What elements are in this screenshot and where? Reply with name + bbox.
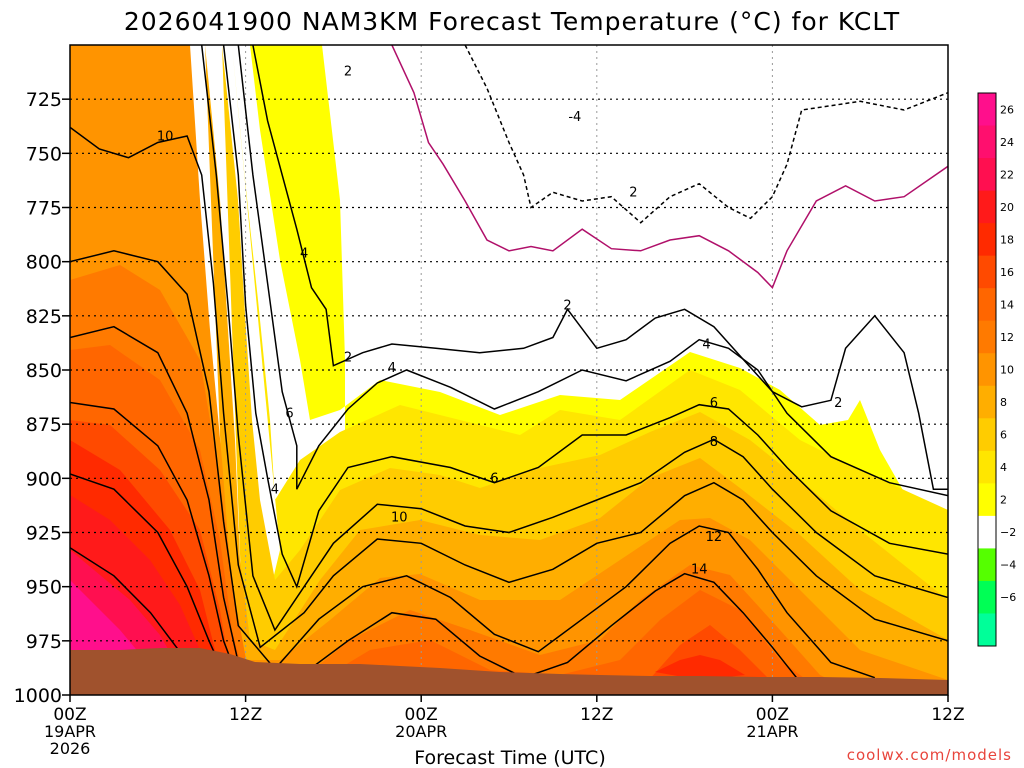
x-tick-label: 00Z (756, 705, 789, 725)
x-axis-label: Forecast Time (UTC) (414, 747, 605, 768)
contour-label: 6 (710, 396, 718, 411)
y-tick-label: 750 (26, 143, 62, 165)
contour-line (464, 45, 948, 224)
y-axis: 725 750 775 800 825 850 875 900 925 950 975 1000 (14, 89, 70, 707)
colorbar-label: 14 (1000, 298, 1014, 311)
contour-label: -4 (568, 110, 581, 125)
x-tick-year: 2026 (50, 739, 91, 758)
x-tick-date: 21APR (746, 722, 798, 741)
colorbar-swatch (978, 223, 996, 257)
y-tick-label: 850 (26, 360, 62, 382)
contour-label: 4 (300, 246, 308, 261)
contour-label: 8 (710, 435, 718, 450)
contour-line (70, 126, 948, 649)
colorbar-swatch (978, 483, 996, 517)
y-tick-label: 950 (26, 577, 62, 599)
colorbar-swatch (978, 515, 996, 549)
contour-line (237, 45, 948, 497)
colorbar-label: 12 (1000, 331, 1014, 344)
colorbar-label: 8 (1000, 396, 1007, 409)
colorbar-swatch (978, 580, 996, 614)
watermark-text: coolwx.com/models (847, 746, 1012, 764)
x-tick-date: 20APR (395, 722, 447, 741)
colorbar-label: 10 (1000, 364, 1014, 377)
y-tick-label: 875 (26, 414, 62, 436)
band-orange-8 (205, 45, 948, 695)
colorbar: 26 24 22 20 18 16 14 12 10 8 6 4 2 −2 −4 −6 (977, 92, 1016, 647)
colorbar-swatch (978, 385, 996, 419)
contour-label: 2 (344, 350, 352, 365)
colorbar-frame (977, 92, 997, 647)
band-white-0 (322, 45, 948, 525)
contour-line (70, 250, 876, 679)
contour-label: 2 (563, 298, 571, 313)
plot-area: 2 -4 10 2 4 2 2 4 4 6 6 2 8 6 4 10 12 14 (70, 45, 948, 695)
colorbar-label: 18 (1000, 233, 1014, 246)
x-tick-label: 12Z (229, 705, 262, 725)
band-red-near-ground (655, 655, 745, 680)
contour-label: 6 (285, 407, 293, 422)
colorbar-swatch (978, 288, 996, 322)
colorbar-label: 4 (1000, 461, 1007, 474)
contour-line (70, 401, 240, 681)
y-tick-label: 1000 (14, 685, 62, 707)
y-tick-label: 775 (26, 198, 62, 220)
y-tick-label: 725 (26, 89, 62, 111)
colorbar-swatch (978, 450, 996, 484)
contour-label: 4 (271, 483, 279, 498)
colorbar-swatch (978, 613, 996, 647)
colorbar-label: −4 (1000, 559, 1016, 572)
y-tick-label: 825 (26, 306, 62, 328)
contour-line (70, 325, 803, 686)
colorbar-swatch (978, 190, 996, 224)
terrain-ground (70, 648, 948, 695)
colorbar-label: −2 (1000, 526, 1016, 539)
contour-line (70, 473, 225, 674)
contour-label: 2 (629, 186, 637, 201)
contour-label: 10 (391, 511, 408, 526)
colorbar-swatch (978, 320, 996, 354)
y-tick-label: 925 (26, 523, 62, 545)
colorbar-swatch (978, 158, 996, 192)
contour-label: 14 (691, 563, 708, 578)
contour-line (252, 45, 948, 490)
y-tick-label: 800 (26, 252, 62, 274)
chart-title: 2026041900 NAM3KM Forecast Temperature (… (124, 7, 900, 36)
x-tick-label: 12Z (931, 705, 964, 725)
colorbar-label: 22 (1000, 168, 1014, 181)
colorbar-swatch (978, 125, 996, 159)
contour-line (222, 45, 948, 589)
colorbar-swatch (978, 93, 996, 127)
x-tick-label: 12Z (580, 705, 613, 725)
colorbar-label: 16 (1000, 266, 1014, 279)
contour-labels: 2 -4 10 2 4 2 2 4 4 6 6 2 8 6 4 10 12 14 (157, 64, 843, 577)
x-tick-label: 00Z (53, 705, 86, 725)
colorbar-swatch (978, 418, 996, 452)
contour-label: 6 (490, 472, 498, 487)
colorbar-swatch (978, 548, 996, 582)
colorbar-label: 20 (1000, 201, 1014, 214)
colorbar-label: −6 (1000, 591, 1016, 604)
contour-label: 4 (702, 337, 710, 352)
contour-label: 2 (344, 64, 352, 79)
colorbar-label: 24 (1000, 136, 1014, 149)
x-tick-date: 19APR (44, 722, 96, 741)
colorbar-label: 2 (1000, 494, 1007, 507)
contour-line (391, 45, 948, 290)
colorbar-swatch (978, 255, 996, 289)
contour-lines (70, 45, 948, 686)
y-tick-label: 975 (26, 631, 62, 653)
colorbar-swatch (978, 353, 996, 387)
contour-label: 4 (388, 361, 396, 376)
contour-label: 12 (706, 530, 723, 545)
colorbar-label: 6 (1000, 429, 1007, 442)
colorbar-label: 26 (1000, 103, 1014, 116)
x-tick-label: 00Z (405, 705, 438, 725)
contour-label: 10 (157, 129, 174, 144)
y-tick-label: 900 (26, 468, 62, 490)
contour-line (200, 45, 948, 632)
contour-label: 2 (834, 396, 842, 411)
